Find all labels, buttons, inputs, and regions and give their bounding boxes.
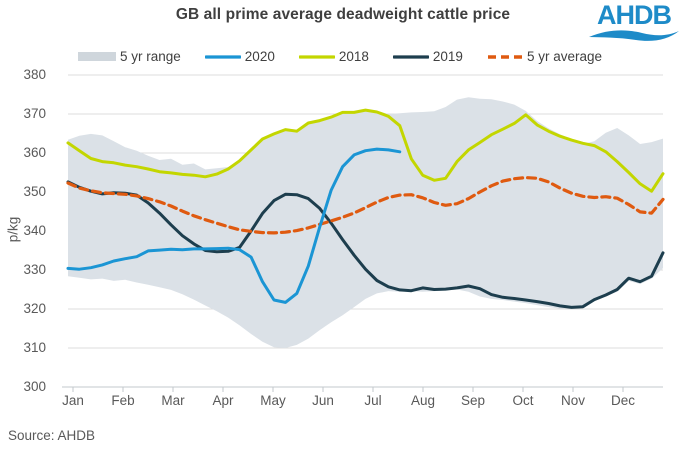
x-axis-tick-label: Apr xyxy=(212,393,234,408)
legend-item-5-yr-average: 5 yr average xyxy=(487,49,602,64)
legend-label: 2018 xyxy=(338,49,369,64)
x-axis-tick-label: Jul xyxy=(364,393,382,408)
legend-item-2020: 2020 xyxy=(204,49,275,64)
legend-label: 5 yr average xyxy=(526,49,602,64)
y-axis-tick-label: 360 xyxy=(23,145,46,160)
range-swatch-icon xyxy=(78,51,116,62)
y-axis-tick-label: 330 xyxy=(23,262,46,277)
legend-item-2018: 2018 xyxy=(298,49,369,64)
series-line-2019 xyxy=(66,180,665,309)
y-axis-tick-label: 300 xyxy=(23,379,46,394)
y-axis-tick-label: 310 xyxy=(23,340,46,355)
x-axis-tick-label: Nov xyxy=(560,393,585,408)
x-axis-tick-label: Sep xyxy=(460,393,486,408)
ahdb-logo-text: AHDB xyxy=(597,0,672,30)
legend-label: 5 yr range xyxy=(120,49,181,64)
series-line-2018 xyxy=(66,108,665,193)
chart-title: GB all prime average deadweight cattle p… xyxy=(175,6,511,23)
source-note: Source: AHDB xyxy=(8,428,96,443)
x-axis-tick-label: Jan xyxy=(62,393,84,408)
legend-item-2019: 2019 xyxy=(392,49,463,64)
x-axis-tick-label: Dec xyxy=(610,393,635,408)
legend-item-5-yr-range: 5 yr range xyxy=(78,49,181,64)
line-swatch-icon xyxy=(298,52,335,62)
series-line-5-yr-average xyxy=(66,176,665,235)
line-swatch-icon xyxy=(392,52,429,62)
ahdb-logo: AHDB xyxy=(588,2,680,44)
x-axis-tick-label: May xyxy=(260,393,286,408)
range-band xyxy=(68,97,663,348)
ahdb-swoosh-icon xyxy=(588,28,680,44)
chart-legend: 5 yr range 2020 2018 2019 5 yr average xyxy=(78,49,602,64)
y-axis-tick-label: 370 xyxy=(23,106,46,121)
line-swatch-icon xyxy=(204,52,241,62)
legend-label: 2019 xyxy=(432,49,463,64)
legend-label: 2020 xyxy=(244,49,275,64)
y-axis-tick-label: 340 xyxy=(23,223,46,238)
x-axis-tick-label: Feb xyxy=(111,393,135,408)
series-line-2020 xyxy=(66,147,402,304)
x-axis-tick-label: Mar xyxy=(161,393,185,408)
y-axis-tick-label: 320 xyxy=(23,301,46,316)
y-axis-tick-label: 380 xyxy=(23,67,46,82)
x-axis-tick-label: Aug xyxy=(410,393,436,408)
x-axis-tick-label: Oct xyxy=(512,393,534,408)
y-axis-tick-label: 350 xyxy=(23,184,46,199)
x-axis-tick-label: Jun xyxy=(312,393,334,408)
y-axis-title: p/kg xyxy=(5,216,21,243)
dashed-line-swatch-icon xyxy=(487,52,523,62)
